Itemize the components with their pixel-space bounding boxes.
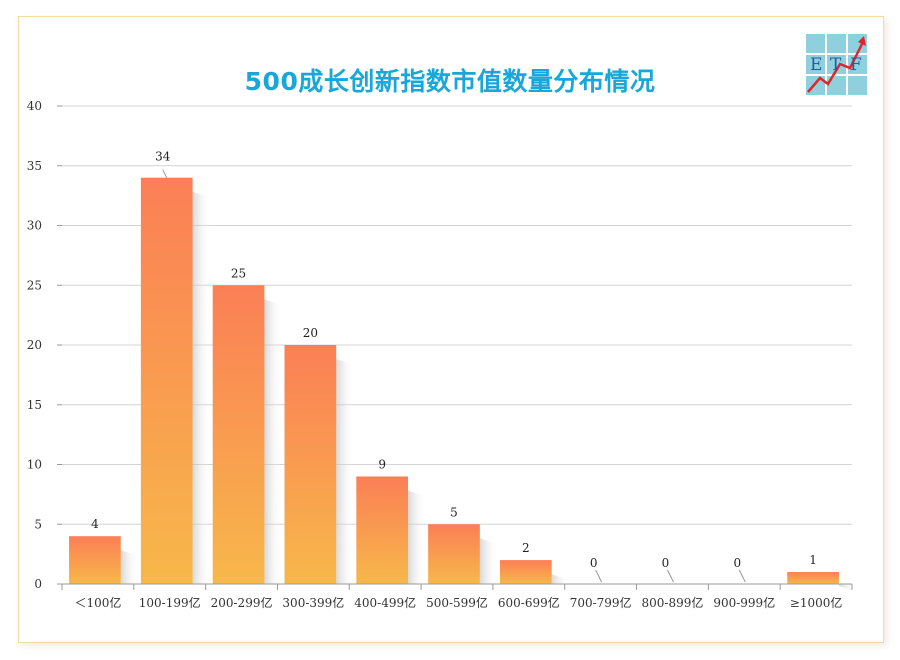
x-axis-ticks: ＜100亿 100-199亿 200-299亿 300-399亿 400-499亿 500…: [61, 584, 853, 610]
x-tick-label: ＜100亿: [74, 595, 121, 610]
y-tick-label: 15: [27, 398, 42, 412]
bar-shadow: [336, 359, 355, 584]
data-label: 9: [378, 457, 386, 471]
y-tick-label: 20: [27, 338, 42, 352]
bar: [356, 476, 409, 584]
bar: [69, 536, 121, 584]
bar: [212, 285, 265, 584]
logo-arrow-head: [858, 36, 866, 46]
x-tick-label: 200-299亿: [211, 595, 273, 610]
y-axis-ticks: 0 5 10 15 20 25 30 35 40: [27, 99, 62, 591]
bar: [499, 560, 552, 584]
bar-shadow: [264, 299, 283, 584]
logo-tile: [827, 76, 846, 95]
x-tick-label: 900-999亿: [713, 595, 775, 610]
logo-letter-t: T: [830, 55, 842, 75]
label-leader-line: [667, 569, 674, 583]
logo-letter-e: E: [810, 55, 822, 75]
data-label: 4: [91, 517, 99, 531]
logo-arrow-line: [807, 39, 866, 93]
data-label: 1: [809, 553, 817, 567]
logo-letter-f: F: [850, 55, 862, 75]
y-tick-label: 30: [27, 219, 42, 233]
x-tick-label: 300-399亿: [282, 595, 344, 610]
x-tick-label: ≥1000亿: [790, 595, 843, 610]
label-leader-line: [738, 569, 746, 583]
logo-tile: [827, 55, 846, 74]
bar-shadows: [120, 191, 857, 593]
logo-tile: [827, 34, 846, 53]
y-tick-label: 35: [27, 159, 42, 173]
bar: [140, 177, 193, 584]
data-label: 2: [522, 541, 530, 555]
bar: [428, 524, 480, 584]
data-label: 5: [450, 505, 458, 519]
y-tick-label: 0: [34, 577, 42, 591]
x-tick-label: 800-899亿: [642, 595, 704, 610]
bar: [787, 572, 839, 584]
logo-tile: [848, 76, 867, 95]
data-label: 34: [155, 150, 171, 164]
bar: [284, 345, 337, 584]
x-tick-label: 100-199亿: [139, 595, 201, 610]
bar-shadow: [551, 574, 570, 584]
label-leader-line: [595, 569, 603, 583]
bar-shadow: [192, 191, 211, 584]
bars: [69, 177, 839, 584]
y-tick-label: 40: [27, 99, 42, 113]
bar-shadow: [838, 584, 857, 593]
etf-logo: E T F: [806, 34, 867, 95]
y-tick-label: 5: [34, 517, 42, 531]
x-tick-label: 500-599亿: [426, 595, 488, 610]
data-label: 0: [590, 556, 598, 570]
x-tick-label: 400-499亿: [354, 595, 416, 610]
data-label: 0: [662, 556, 670, 570]
bar-shadow: [120, 550, 139, 584]
y-tick-label: 10: [27, 458, 42, 472]
data-label: 0: [733, 556, 741, 570]
data-label: 25: [231, 266, 246, 280]
y-tick-label: 25: [27, 278, 42, 292]
x-tick-label: 600-699亿: [498, 595, 560, 610]
chart-title: 500成长创新指数市值数量分布情况: [244, 67, 656, 96]
x-tick-label: 700-799亿: [570, 595, 632, 610]
logo-tile: [806, 34, 825, 53]
bar-shadow: [408, 490, 427, 584]
label-leader-line: [162, 169, 168, 178]
data-label: 20: [303, 326, 318, 340]
bar-shadow: [479, 538, 498, 584]
logo-tile: [806, 55, 825, 74]
